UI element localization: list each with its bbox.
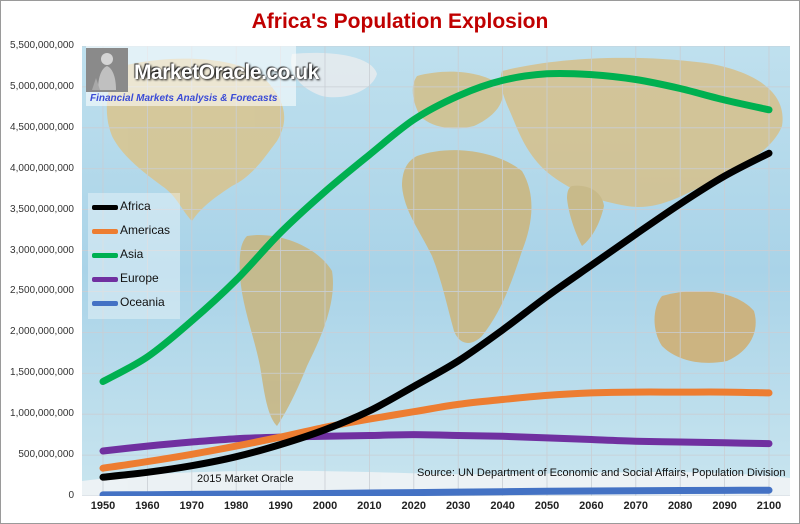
series-line-europe — [99, 431, 773, 455]
x-tick-label: 2040 — [490, 500, 515, 512]
map-africa — [402, 150, 532, 343]
y-tick-label: 5,000,000,000 — [10, 80, 74, 92]
map-south-america — [239, 235, 333, 426]
y-tick-label: 2,000,000,000 — [10, 326, 74, 338]
x-tick-label: 1980 — [223, 500, 249, 512]
y-tick-label: 4,500,000,000 — [10, 121, 74, 133]
x-tick-label: 1970 — [179, 500, 205, 512]
watermark-tagline: Financial Markets Analysis & Forecasts — [90, 93, 278, 104]
series-line-oceania — [99, 486, 773, 499]
plot-area — [82, 45, 790, 499]
legend: Africa Americas Asia Europe Oceania — [88, 193, 180, 319]
legend-swatch-americas — [92, 229, 118, 234]
series-line-asia — [99, 69, 773, 385]
y-tick-label: 500,000,000 — [18, 449, 74, 461]
x-tick-label: 2030 — [445, 500, 471, 512]
legend-label-africa: Africa — [120, 199, 151, 213]
legend-swatch-oceania — [92, 301, 118, 306]
watermark-logo: MarketOracle.co.uk Financial Markets Ana… — [86, 46, 319, 106]
x-tick-label: 2050 — [534, 500, 560, 512]
x-tick-label: 2100 — [756, 500, 782, 512]
series-line-africa — [99, 149, 773, 481]
source-text: Source: UN Department of Economic and So… — [417, 467, 786, 479]
legend-swatch-africa — [92, 205, 118, 210]
x-tick-label: 1960 — [135, 500, 160, 512]
plot-svg — [82, 45, 790, 499]
y-tick-label: 3,500,000,000 — [10, 203, 74, 215]
legend-label-asia: Asia — [120, 247, 144, 261]
y-tick-label: 1,000,000,000 — [10, 408, 74, 420]
y-tick-label: 4,000,000,000 — [10, 162, 74, 174]
x-tick-label: 1990 — [268, 500, 293, 512]
chart-title: Africa's Population Explosion — [251, 10, 549, 33]
legend-swatch-europe — [92, 277, 118, 282]
x-tick-label: 2020 — [401, 500, 427, 512]
credit-text: 2015 Market Oracle — [197, 473, 294, 485]
x-tick-label: 1950 — [90, 500, 116, 512]
y-tick-label: 3,000,000,000 — [10, 244, 74, 256]
y-tick-label: 5,500,000,000 — [10, 40, 74, 51]
x-tick-label: 2080 — [667, 500, 693, 512]
legend-label-oceania: Oceania — [120, 295, 165, 309]
watermark-brand: MarketOracle.co.uk — [134, 61, 319, 84]
x-tick-label: 2070 — [623, 500, 649, 512]
series-line-americas — [99, 388, 773, 472]
oracle-figure-icon — [86, 48, 128, 92]
legend-label-europe: Europe — [120, 271, 159, 285]
map-australia — [654, 291, 756, 363]
legend-swatch-asia — [92, 253, 118, 258]
x-tick-label: 2010 — [357, 500, 382, 512]
x-tick-label: 2000 — [312, 500, 338, 512]
x-tick-label: 2060 — [579, 500, 604, 512]
y-tick-label: 2,500,000,000 — [10, 285, 74, 297]
x-tick-label: 2090 — [712, 500, 737, 512]
map-greenland — [291, 52, 377, 98]
y-tick-label: 1,500,000,000 — [10, 367, 74, 379]
y-tick-label: 0 — [68, 490, 74, 501]
map-india — [567, 185, 604, 246]
legend-label-americas: Americas — [120, 223, 171, 237]
series-lines — [99, 69, 773, 499]
